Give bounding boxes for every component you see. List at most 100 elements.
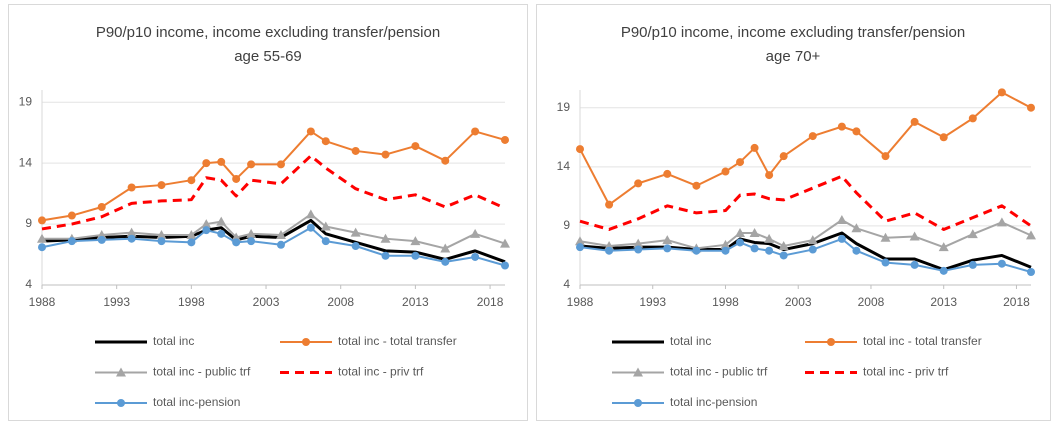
y-tick-label: 19 [557,100,571,114]
point [909,231,920,241]
series-line [41,154,506,231]
point [996,217,1007,227]
x-tick-label: 1998 [712,295,739,309]
point [967,229,978,239]
point [127,234,136,243]
point [692,181,701,190]
point [247,160,256,169]
legend-marker [634,399,642,407]
point [246,228,257,238]
point [736,238,745,247]
point [500,238,510,248]
legend-label: total inc [670,334,711,348]
point [440,243,451,253]
point [779,251,788,260]
point [157,181,166,190]
point [837,234,846,243]
point [320,221,331,231]
point [997,88,1006,97]
point [735,228,746,237]
point [411,142,420,151]
point [938,242,949,252]
point [721,246,730,255]
point [851,223,862,233]
point [778,241,789,250]
point [576,243,584,252]
legend-label: total inc - public trf [670,365,768,379]
point [881,152,890,161]
point [1026,230,1036,240]
legend-marker [633,367,643,377]
point [576,145,584,154]
point [186,230,197,240]
point [808,132,817,141]
legend-label: total inc - public trf [153,365,251,379]
point [410,236,421,246]
point [381,251,390,260]
point [157,237,166,246]
point [910,117,919,126]
point [275,230,286,240]
point [471,127,480,136]
y-tick-label: 14 [557,159,571,173]
point [247,237,256,246]
point [276,240,285,249]
point [736,158,745,167]
point [306,127,315,136]
point [202,159,211,168]
point [910,260,919,269]
point [202,226,211,235]
legend-label: total inc - priv trf [338,365,424,379]
point [501,261,509,270]
point [187,176,196,185]
point [880,232,891,242]
point [881,258,890,267]
x-tick-label: 2013 [402,295,429,309]
point [807,235,818,245]
chart-title: age 55-69 [234,48,302,65]
point [37,233,47,243]
legend-marker [827,338,835,346]
point [721,167,730,176]
point [216,216,227,226]
point [749,228,760,237]
point [836,215,847,224]
point [765,246,774,255]
y-tick-label: 4 [25,277,32,291]
point [232,174,241,183]
point [939,266,948,275]
x-tick-label: 2003 [785,295,812,309]
y-tick-label: 9 [25,216,32,230]
x-tick-label: 1988 [567,295,594,309]
point [634,179,643,188]
y-tick-label: 4 [563,277,570,291]
chart-title: age 70+ [766,48,821,65]
point [575,236,585,246]
x-tick-label: 2008 [327,295,354,309]
point [217,157,226,166]
point [808,245,817,254]
point [779,152,788,161]
point [350,227,361,237]
point [692,246,701,255]
x-tick-label: 1988 [29,295,56,309]
chart-title: P90/p10 income, income excluding transfe… [96,24,440,41]
point [187,238,196,247]
x-tick-label: 2008 [858,295,885,309]
point [381,150,390,159]
point [764,233,775,243]
x-tick-label: 2013 [930,295,957,309]
point [97,235,106,244]
point [127,183,136,192]
point [126,227,137,237]
point [663,169,672,178]
point [750,244,759,253]
point [97,203,106,211]
series-line [579,174,1032,231]
panel [536,4,1051,421]
point [411,251,420,260]
point [232,238,241,247]
point [633,238,644,248]
point [997,259,1006,268]
